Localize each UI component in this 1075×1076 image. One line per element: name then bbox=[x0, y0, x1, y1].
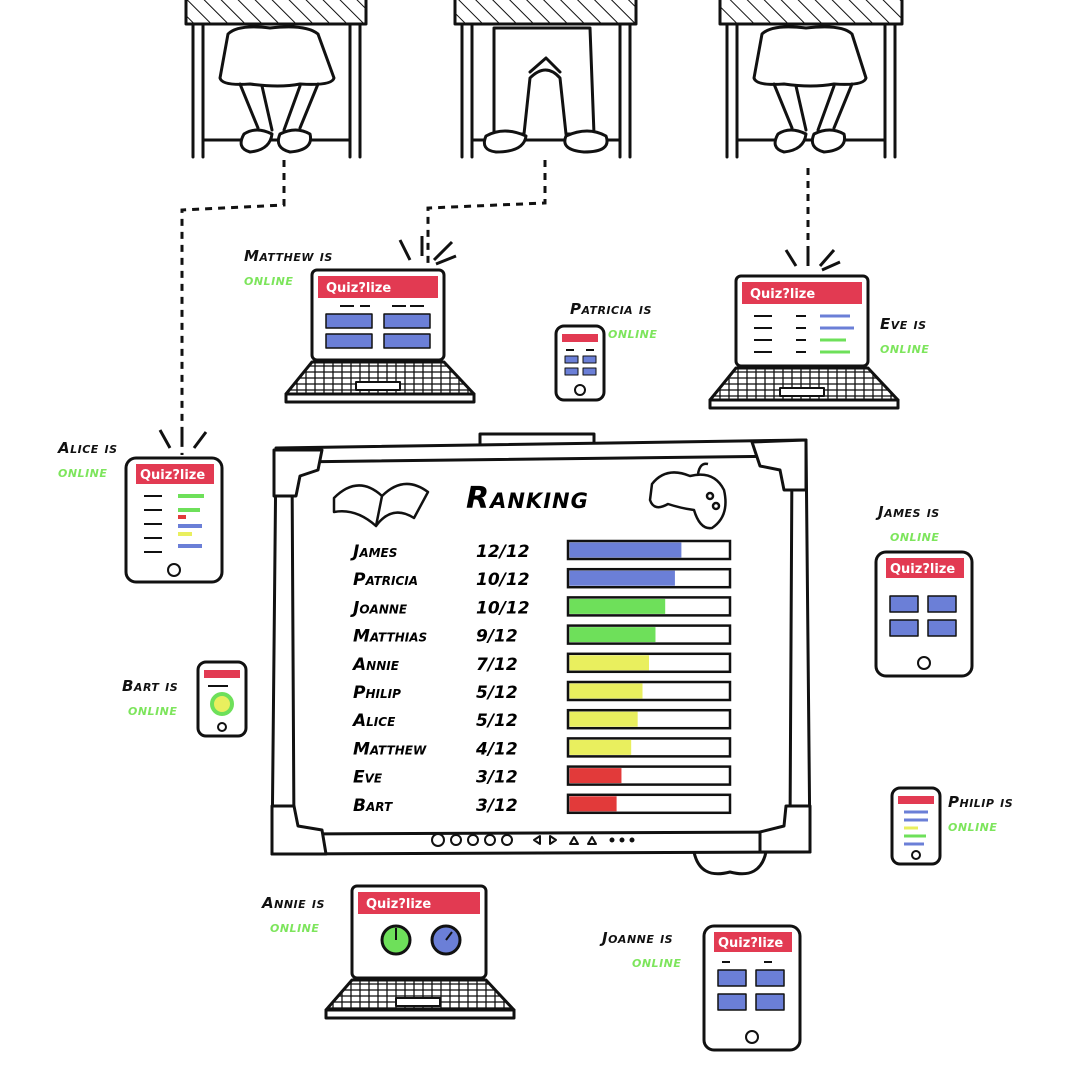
ranking-name: Eve bbox=[353, 768, 383, 788]
device-name: Annie is bbox=[262, 894, 325, 912]
ranking-name: Alice bbox=[351, 711, 396, 731]
device-name: Bart is bbox=[122, 677, 179, 695]
ranking-score: 3/12 bbox=[476, 768, 518, 788]
device-label-matthew: Matthew is online bbox=[244, 244, 333, 292]
ranking-score: 10/12 bbox=[476, 570, 530, 590]
james-tablet bbox=[874, 550, 974, 678]
patricia-phone bbox=[554, 324, 606, 402]
ranking-name: Annie bbox=[351, 655, 400, 675]
brand-logo-annie: Quiz?lize bbox=[366, 897, 431, 912]
brand-logo-eve: Quiz?lize bbox=[750, 287, 815, 302]
progress-fill bbox=[569, 739, 632, 755]
ranking-row: Annie 7/12 bbox=[351, 652, 732, 675]
device-status: online bbox=[608, 324, 658, 342]
progress-fill bbox=[569, 796, 617, 812]
device-name: Eve is bbox=[880, 315, 927, 333]
bart-phone bbox=[196, 660, 248, 738]
progress-fill bbox=[569, 655, 649, 671]
progress-fill bbox=[569, 711, 638, 727]
ranking-row: Patricia 10/12 bbox=[353, 567, 732, 590]
ranking-name: Joanne bbox=[350, 598, 408, 618]
brand-logo-matthew: Quiz?lize bbox=[326, 281, 391, 296]
progress-fill bbox=[569, 683, 643, 699]
ranking-name: Bart bbox=[353, 796, 393, 816]
ranking-row: James 12/12 bbox=[350, 539, 732, 562]
book-icon bbox=[332, 482, 430, 528]
device-status: online bbox=[128, 701, 178, 719]
gamepad-icon bbox=[648, 462, 727, 530]
device-status: online bbox=[890, 527, 940, 545]
device-name: Joanne is bbox=[602, 929, 674, 947]
ranking-score: 7/12 bbox=[476, 655, 518, 675]
ranking-name: Matthias bbox=[353, 627, 427, 647]
eve-laptop bbox=[708, 246, 900, 410]
device-label-bart: Bart is online bbox=[122, 674, 178, 722]
brand-logo-alice: Quiz?lize bbox=[140, 468, 205, 483]
desk-middle bbox=[453, 0, 638, 159]
ranking-row: Joanne 10/12 bbox=[350, 596, 732, 618]
device-label-philip: Philip is online bbox=[948, 790, 1013, 838]
progress-fill bbox=[569, 768, 622, 784]
device-label-eve: Eve is online bbox=[880, 312, 929, 360]
device-name: Patricia is bbox=[570, 300, 652, 318]
brand-logo-james: Quiz?lize bbox=[890, 562, 955, 577]
device-status: online bbox=[270, 918, 320, 936]
desk-right bbox=[718, 0, 904, 159]
progress-fill bbox=[569, 570, 675, 586]
progress-fill bbox=[569, 542, 682, 558]
ranking-score: 10/12 bbox=[476, 598, 530, 618]
device-label-joanne: Joanne is online bbox=[602, 926, 681, 974]
ranking-row: Matthias 9/12 bbox=[353, 624, 732, 647]
device-label-james: James is online bbox=[878, 500, 940, 548]
device-status: online bbox=[244, 271, 294, 289]
device-status: online bbox=[58, 463, 108, 481]
connection-lines bbox=[180, 160, 810, 455]
device-label-alice: Alice is online bbox=[58, 436, 118, 484]
ranking-name: Matthew bbox=[353, 739, 427, 759]
alice-tablet bbox=[124, 428, 224, 584]
ranking-name: James bbox=[350, 542, 397, 562]
device-status: online bbox=[948, 817, 998, 835]
philip-phone bbox=[890, 786, 942, 866]
ranking-row: Matthew 4/12 bbox=[353, 737, 732, 759]
device-label-patricia: Patricia is online bbox=[570, 297, 657, 345]
device-name: Matthew is bbox=[244, 247, 333, 265]
ranking-row: Alice 5/12 bbox=[351, 708, 732, 731]
brand-logo-joanne: Quiz?lize bbox=[718, 936, 783, 951]
ranking-score: 9/12 bbox=[476, 627, 518, 647]
matthew-laptop bbox=[284, 236, 476, 404]
board-controls bbox=[431, 833, 635, 847]
device-name: Philip is bbox=[948, 793, 1014, 811]
device-name: Alice is bbox=[58, 439, 118, 457]
progress-fill bbox=[569, 627, 656, 643]
device-label-annie: Annie is online bbox=[262, 891, 325, 939]
ranking-score: 4/12 bbox=[475, 739, 518, 759]
progress-fill bbox=[569, 598, 666, 614]
ranking-row: Philip 5/12 bbox=[353, 680, 732, 703]
ranking-name: Patricia bbox=[353, 570, 418, 590]
desk-left bbox=[184, 0, 368, 159]
ranking-score: 3/12 bbox=[476, 796, 518, 816]
device-status: online bbox=[632, 953, 682, 971]
ranking-title: Ranking bbox=[466, 481, 589, 516]
device-status: online bbox=[880, 339, 930, 357]
ranking-score: 12/12 bbox=[476, 542, 530, 562]
device-name: James is bbox=[878, 503, 940, 521]
ranking-name: Philip bbox=[353, 683, 401, 703]
annie-laptop bbox=[324, 884, 516, 1020]
ranking-rows: James 12/12 Patricia 10/12 Joanne 10/12 Matthi… bbox=[350, 539, 732, 816]
joanne-tablet bbox=[702, 924, 802, 1052]
ranking-score: 5/12 bbox=[476, 711, 518, 731]
ranking-row: Bart 3/12 bbox=[353, 793, 732, 816]
ranking-score: 5/12 bbox=[476, 683, 518, 703]
ranking-row: Eve 3/12 bbox=[353, 765, 732, 788]
